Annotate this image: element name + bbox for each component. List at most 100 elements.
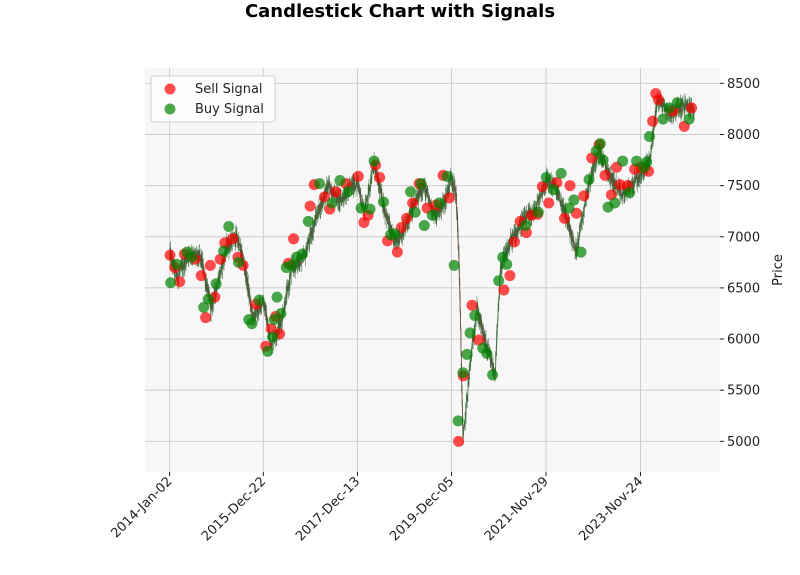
candle-body — [579, 225, 581, 236]
candle-body — [468, 370, 470, 379]
candle-body — [622, 194, 624, 198]
buy-signal-point — [555, 167, 567, 179]
candle-body — [578, 239, 580, 241]
candle-body — [459, 294, 461, 312]
candle-body — [460, 311, 461, 329]
candle-body — [371, 171, 373, 172]
candle-body — [367, 186, 369, 196]
buy-signal-point — [415, 178, 427, 190]
sell-signal-point — [164, 249, 176, 261]
candle-body — [680, 102, 682, 113]
buy-signal-point — [568, 194, 580, 206]
buy-signal-point — [641, 156, 653, 168]
buy-signal-point — [246, 318, 258, 330]
sell-signal-point — [498, 284, 510, 296]
candle-body — [337, 193, 339, 203]
candle-body — [569, 224, 571, 236]
candle-body — [212, 299, 214, 308]
candle-body — [578, 233, 580, 240]
buy-signal-point — [441, 170, 453, 182]
legend-buy-marker — [164, 103, 176, 115]
candle-body — [492, 363, 494, 372]
candle-body — [360, 194, 362, 206]
candle-body — [355, 186, 357, 189]
candle-body — [455, 194, 457, 200]
candle-body — [456, 212, 458, 224]
candle-body — [252, 312, 254, 320]
candle-body — [462, 434, 464, 439]
buy-signal-point — [275, 307, 287, 319]
candle-body — [397, 242, 399, 244]
buy-signal-point — [210, 278, 222, 290]
candle-body — [584, 205, 585, 210]
buy-signal-point — [223, 221, 235, 233]
buy-signal-point — [405, 186, 417, 198]
candle-body — [419, 191, 421, 196]
candle-body — [581, 215, 583, 222]
candle-body — [497, 309, 499, 321]
sell-signal-point — [195, 270, 207, 282]
candle-body — [376, 169, 378, 175]
candle-body — [307, 244, 309, 249]
buy-signal-point — [266, 331, 278, 343]
candle-body — [253, 312, 255, 314]
candle-body — [328, 181, 330, 184]
candle-body — [182, 262, 184, 271]
candle-body — [469, 365, 470, 371]
candle-body — [327, 188, 329, 190]
candle-body — [463, 425, 465, 428]
sell-signal-point — [504, 270, 516, 282]
candle-body — [257, 306, 259, 312]
candle-body — [497, 302, 499, 310]
candle-body — [369, 187, 371, 189]
candle-body — [220, 263, 222, 271]
candle-body — [401, 235, 403, 239]
candle-body — [508, 245, 510, 250]
candle-body — [679, 112, 681, 114]
candle-body — [214, 288, 216, 295]
candle-body — [396, 237, 398, 244]
candle-body — [326, 185, 328, 193]
candle-body — [342, 195, 344, 198]
sell-signal-point — [647, 115, 659, 127]
buy-signal-point — [583, 173, 595, 185]
sell-signal-point — [559, 212, 571, 224]
y-tick-label: 6500 — [727, 281, 760, 296]
candle-body — [248, 296, 250, 297]
x-tick-label: 2019-Dec-05 — [387, 474, 457, 544]
candle-body — [340, 198, 342, 202]
buy-signal-point — [389, 228, 401, 240]
candle-body — [260, 304, 262, 311]
candle-body — [196, 251, 198, 253]
y-tick-label: 5000 — [727, 435, 760, 450]
buy-signal-point — [165, 277, 177, 289]
candle-body — [474, 322, 476, 325]
sell-signal-point — [352, 170, 364, 182]
candle-body — [540, 193, 542, 197]
x-tick-label: 2021-Nov-29 — [482, 474, 552, 544]
y-tick-label: 7000 — [727, 230, 760, 245]
buy-signal-point — [342, 186, 354, 198]
candle-body — [202, 259, 203, 268]
candle-body — [467, 382, 469, 395]
candle-body — [366, 198, 368, 200]
candle-body — [536, 200, 538, 206]
sell-signal-point — [319, 191, 331, 203]
candle-body — [288, 279, 290, 288]
candle-body — [636, 176, 638, 182]
candle-body — [393, 238, 395, 246]
candle-body — [284, 305, 286, 308]
candle-body — [359, 191, 361, 193]
candle-body — [221, 260, 223, 271]
buy-signal-point — [285, 259, 297, 271]
candle-body — [582, 213, 584, 217]
candle-body — [620, 195, 622, 199]
candle-body — [254, 311, 255, 318]
candle-body — [177, 272, 178, 280]
candle-body — [525, 218, 527, 220]
candle-body — [345, 197, 347, 199]
candle-body — [465, 403, 467, 416]
candle-body — [239, 246, 241, 252]
candle-body — [523, 214, 525, 219]
buy-signal-point — [302, 215, 314, 227]
